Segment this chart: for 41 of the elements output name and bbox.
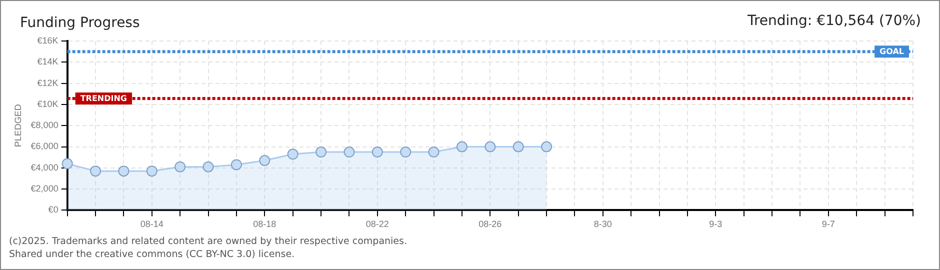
y-tick-label: €10K (37, 98, 58, 109)
y-tick-label: €16K (37, 35, 58, 46)
x-tick-label: 9-3 (709, 219, 722, 230)
point (174, 161, 186, 172)
point (287, 148, 298, 160)
point (512, 141, 524, 152)
x-tick-label: 8-30 (594, 219, 612, 230)
x-tick-label: 08-22 (366, 219, 389, 230)
text: (c)2025. Trademarks and related content are owned by their respective companies. (9, 235, 407, 248)
y-tick-label: €4,000 (30, 162, 58, 172)
x-tick-label: 08-26 (478, 219, 502, 230)
point (484, 141, 496, 152)
chart-subtitle: Trending: €10,564 (70%) (747, 13, 921, 29)
point (259, 155, 270, 166)
y-axis-title: PLEDGED (12, 104, 23, 148)
point (90, 166, 102, 177)
point (541, 141, 552, 152)
point (118, 166, 130, 177)
point (202, 161, 214, 172)
x-tick-label: 9-7 (822, 219, 835, 230)
y-tick-label: €6,000 (30, 141, 58, 152)
y-tick-label: €14K (37, 56, 58, 67)
text: Shared under the creative commons (CC BY-NC 3.0) license. (9, 248, 296, 261)
y-tick-label: €2,000 (30, 184, 58, 194)
point (428, 146, 440, 158)
point (62, 158, 73, 170)
point (316, 146, 327, 158)
point (344, 146, 355, 158)
y-tick-label: €0 (48, 204, 58, 215)
ref-line-label: GOAL (880, 47, 904, 56)
x-tick-label: 08-18 (253, 219, 276, 230)
x-tick-label: 08-14 (140, 219, 164, 230)
point (372, 146, 383, 158)
y-tick-label: €12K (37, 78, 58, 88)
point (400, 146, 412, 158)
y-tick-label: €8,000 (30, 120, 58, 130)
point (456, 141, 468, 152)
ref-line-label: TRENDING (80, 94, 127, 104)
point (230, 159, 242, 170)
chart-title: Funding Progress (20, 15, 140, 31)
point (146, 166, 158, 177)
